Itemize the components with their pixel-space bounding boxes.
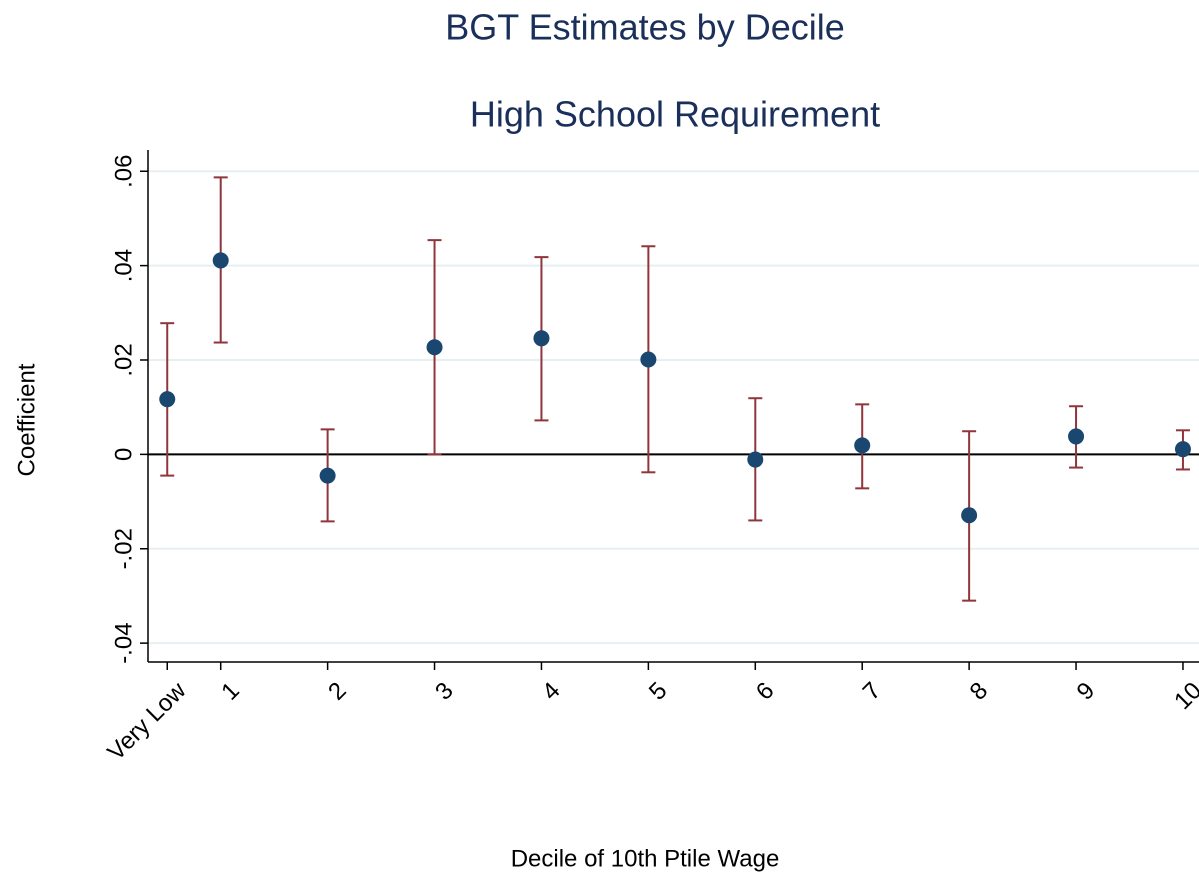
x-tick-label: 1 — [216, 677, 245, 706]
point — [533, 330, 550, 347]
x-tick-label: 10 — [1169, 677, 1199, 715]
point — [159, 391, 176, 408]
point — [319, 467, 336, 484]
chart-subtitle: High School Requirement — [470, 94, 880, 135]
point — [212, 252, 229, 269]
x-tick-label: 3 — [430, 677, 459, 706]
y-tick-label: -.02 — [110, 528, 137, 569]
x-tick-label: 5 — [644, 677, 673, 706]
x-axis-label: Decile of 10th Ptile Wage — [511, 845, 780, 872]
chart-title: BGT Estimates by Decile — [445, 7, 844, 48]
point — [961, 507, 978, 524]
x-tick-label: 6 — [751, 677, 780, 706]
x-tick-label: Very Low — [102, 677, 191, 766]
point — [426, 339, 443, 356]
x-tick-label: 9 — [1072, 677, 1101, 706]
point — [640, 351, 657, 368]
point — [1068, 428, 1085, 445]
point — [854, 437, 871, 454]
y-tick-label: -.04 — [110, 622, 137, 663]
x-tick-label: 7 — [858, 677, 887, 706]
y-tick-label: .06 — [110, 155, 137, 188]
point — [1174, 441, 1191, 458]
point — [747, 451, 764, 468]
x-tick-label: 4 — [537, 677, 566, 706]
x-tick-label: 8 — [965, 677, 994, 706]
y-tick-label: .04 — [110, 249, 137, 282]
x-tick-label: 2 — [323, 677, 352, 706]
y-tick-label: .02 — [110, 343, 137, 376]
y-tick-label: 0 — [110, 448, 137, 461]
y-axis-label: Coefficient — [13, 363, 40, 476]
